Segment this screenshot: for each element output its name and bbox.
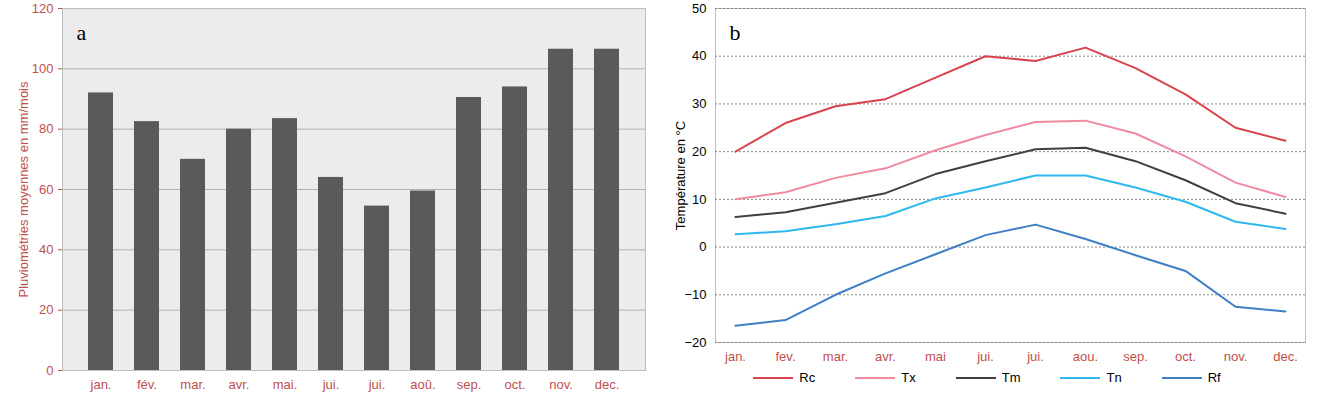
svg-text:dec.: dec. xyxy=(1273,349,1298,364)
svg-text:avr.: avr. xyxy=(875,349,896,364)
svg-text:dec.: dec. xyxy=(595,377,620,392)
svg-text:sep.: sep. xyxy=(1123,349,1148,364)
svg-text:jui.: jui. xyxy=(1026,349,1044,364)
html-text:Tx: Tx xyxy=(901,370,916,385)
svg-text:0: 0 xyxy=(46,363,53,378)
svg-text:0: 0 xyxy=(699,239,706,254)
svg-text:40: 40 xyxy=(39,242,53,257)
html-text:Rf: Rf xyxy=(1207,370,1221,385)
svg-text:40: 40 xyxy=(692,48,706,63)
svg-text:avr.: avr. xyxy=(229,377,250,392)
svg-text:jui.: jui. xyxy=(322,377,340,392)
svg-text:100: 100 xyxy=(32,61,54,76)
svg-text:mar.: mar. xyxy=(180,377,205,392)
svg-text:Pluviométries moyennes en mm/m: Pluviométries moyennes en mm/mois xyxy=(16,81,31,298)
svg-text:oct.: oct. xyxy=(505,377,526,392)
html-text:Rc: Rc xyxy=(799,370,816,385)
svg-text:nov.: nov. xyxy=(1224,349,1248,364)
svg-text:−20: −20 xyxy=(684,335,706,350)
svg-text:30: 30 xyxy=(692,96,706,111)
svg-text:Température en °C: Température en °C xyxy=(673,121,688,230)
svg-text:20: 20 xyxy=(39,302,53,317)
svg-text:jui.: jui. xyxy=(368,377,386,392)
svg-text:60: 60 xyxy=(39,182,53,197)
svg-text:aoû.: aoû. xyxy=(410,377,435,392)
svg-text:−10: −10 xyxy=(684,287,706,302)
svg-text:120: 120 xyxy=(32,1,54,16)
svg-text:fev.: fev. xyxy=(776,349,796,364)
svg-text:mar.: mar. xyxy=(823,349,848,364)
svg-text:aou.: aou. xyxy=(1073,349,1098,364)
svg-text:jui.: jui. xyxy=(976,349,994,364)
svg-text:a: a xyxy=(77,20,87,45)
svg-text:50: 50 xyxy=(692,1,706,16)
svg-text:mai.: mai. xyxy=(273,377,298,392)
svg-text:sep.: sep. xyxy=(457,377,482,392)
svg-text:nov.: nov. xyxy=(549,377,573,392)
svg-text:oct.: oct. xyxy=(1175,349,1196,364)
svg-text:80: 80 xyxy=(39,121,53,136)
svg-text:jan.: jan. xyxy=(90,377,112,392)
svg-text:mai: mai xyxy=(925,349,946,364)
svg-text:b: b xyxy=(730,20,741,45)
svg-text:10: 10 xyxy=(692,192,706,207)
svg-text:20: 20 xyxy=(692,144,706,159)
svg-text:jan.: jan. xyxy=(724,349,746,364)
html-text:Tm: Tm xyxy=(1001,370,1021,385)
html-text:Tn: Tn xyxy=(1106,370,1122,385)
svg-text:fév.: fév. xyxy=(137,377,157,392)
